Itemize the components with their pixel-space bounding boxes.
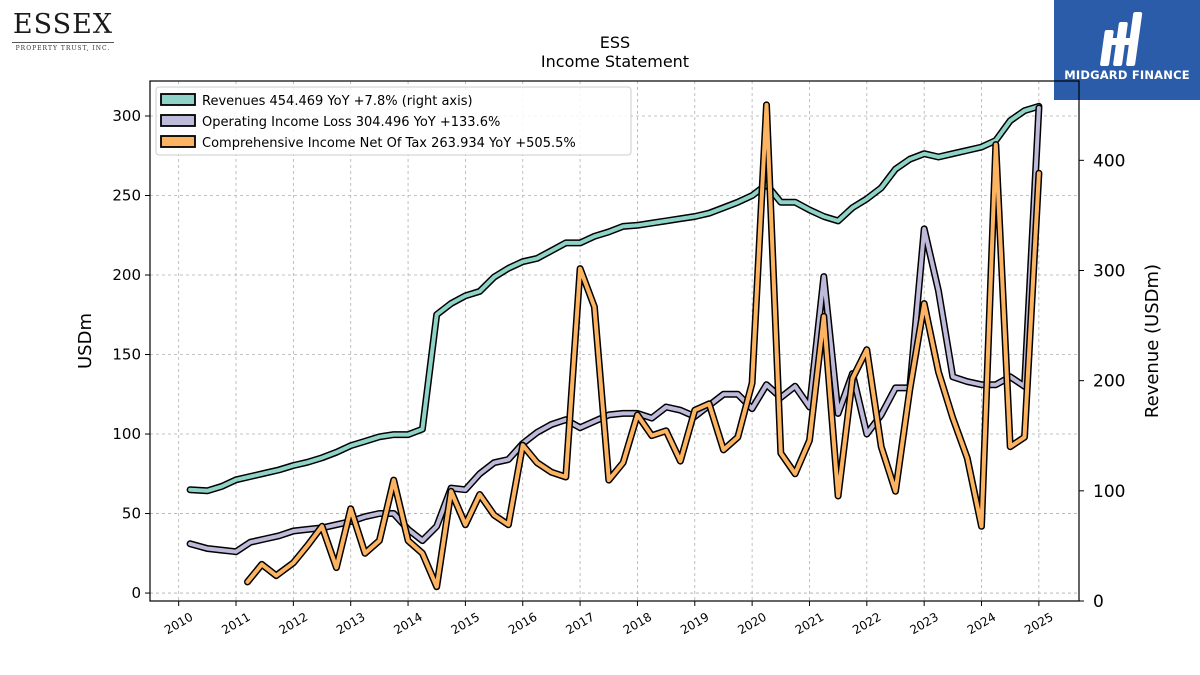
chart-title: ESS (600, 33, 630, 52)
axes: 2010 2011 2012 2013 2014 2015 2016 2017 2018 2019… (112, 107, 1125, 637)
x-tick-label: 2020 (735, 610, 768, 637)
legend-label: Operating Income Loss 304.496 YoY +133.6… (202, 115, 500, 130)
essex-logo-name: ESSEX (12, 9, 114, 40)
x-tick-label: 2022 (850, 610, 883, 637)
y-tick-label-left: 250 (112, 186, 141, 204)
legend-box (155, 86, 632, 156)
x-tick-label: 2015 (449, 610, 482, 637)
legend-swatch (160, 114, 196, 127)
x-tick-label: 2023 (907, 610, 940, 637)
y-tick-label-right: 100 (1093, 482, 1125, 502)
midgard-finance-logo: MIDGARD FINANCE (1054, 0, 1200, 100)
midgard-finance-brand: MIDGARD FINANCE (1064, 68, 1190, 82)
y-tick-label-right: 400 (1093, 151, 1125, 171)
midgard-emblem-icon (1100, 12, 1143, 66)
legend-swatch (160, 135, 196, 148)
y-tick-label-left: 100 (112, 425, 141, 443)
x-tick-label: 2016 (506, 610, 539, 637)
x-tick-label: 2024 (965, 610, 998, 637)
grid-lines (150, 81, 1079, 601)
x-tick-label: 2011 (219, 610, 252, 637)
legend-swatch (160, 93, 196, 106)
y-tick-label-left: 200 (112, 266, 141, 284)
legend: Revenues 454.469 YoY +7.8% (right axis) O… (155, 86, 632, 156)
y-tick-label-right: 0 (1093, 592, 1104, 612)
x-tick-label: 2021 (793, 610, 826, 637)
plot-frame (149, 80, 1080, 602)
series-outline-1 (186, 104, 1043, 556)
series-line-0 (188, 104, 1041, 493)
y-tick-label-left: 50 (122, 505, 141, 523)
legend-label: Revenues 454.469 YoY +7.8% (right axis) (202, 94, 473, 109)
y-tick-label-left: 0 (131, 584, 141, 602)
essex-logo-rule (12, 42, 114, 43)
essex-logo-subtitle: PROPERTY TRUST, INC. (15, 45, 111, 52)
series-line-1 (188, 106, 1041, 554)
x-tick-label: 2010 (162, 610, 195, 637)
legend-label: Comprehensive Income Net Of Tax 263.934 … (202, 136, 576, 151)
x-tick-label: 2014 (391, 610, 424, 637)
series-line-2 (245, 102, 1041, 589)
x-tick-label: 2018 (621, 610, 654, 637)
x-tick-label: 2013 (334, 610, 367, 637)
x-tick-label: 2019 (678, 610, 711, 637)
series-outline-0 (186, 102, 1043, 495)
y-tick-label-right: 200 (1093, 372, 1125, 392)
x-tick-label: 2012 (277, 610, 310, 637)
x-tick-label: 2017 (563, 610, 596, 637)
y-axis-label-left: USDm (75, 313, 96, 369)
chart-subtitle: Income Statement (541, 52, 689, 71)
y-axis-label-right: Revenue (USDm) (1142, 264, 1163, 418)
series-lines (186, 101, 1043, 591)
y-tick-label-left: 150 (112, 346, 141, 364)
x-tick-label: 2025 (1022, 610, 1055, 637)
essex-logo: ESSEX PROPERTY TRUST, INC. (8, 10, 118, 52)
y-tick-label-left: 300 (112, 107, 141, 125)
y-tick-label-right: 300 (1093, 261, 1125, 281)
